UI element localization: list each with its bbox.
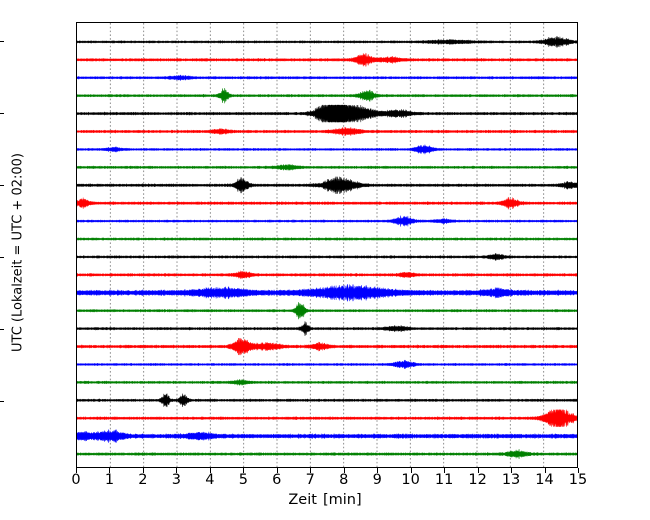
x-tick-mark xyxy=(377,468,379,473)
x-tick-mark xyxy=(477,468,479,473)
x-tick-mark xyxy=(343,468,345,473)
x-tick-mark xyxy=(578,468,579,473)
x-tick-mark xyxy=(276,468,278,473)
x-axis-label-unit: [min] xyxy=(322,492,362,508)
trace-0900 xyxy=(77,252,577,262)
y-tick-mark xyxy=(0,401,4,402)
trace-1045 xyxy=(77,378,577,387)
x-tick-label: 1 xyxy=(104,472,115,488)
y-tick-mark xyxy=(0,329,4,330)
trace-0845 xyxy=(77,236,577,242)
x-tick-mark xyxy=(76,468,77,473)
trace-0815 xyxy=(77,196,577,210)
x-tick-label: 0 xyxy=(71,472,81,488)
trace-0830 xyxy=(77,215,577,227)
x-tick-label: 2 xyxy=(138,472,148,488)
x-tick-label: 8 xyxy=(339,472,349,488)
x-tick-label: 4 xyxy=(205,472,215,488)
trace-0700 xyxy=(77,104,577,123)
x-tick-mark xyxy=(209,468,211,473)
plot-area xyxy=(76,22,578,468)
y-tick-mark xyxy=(0,41,4,42)
x-tick-label: 14 xyxy=(535,472,554,488)
y-tick-mark xyxy=(0,257,4,258)
x-tick-label: 10 xyxy=(401,472,420,488)
trace-0800 xyxy=(77,176,577,194)
x-tick-label: 6 xyxy=(272,472,282,488)
y-tick-mark xyxy=(0,113,4,114)
trace-0615 xyxy=(77,52,577,67)
trace-1000 xyxy=(77,321,577,336)
x-tick-label: 11 xyxy=(434,472,454,488)
x-tick-mark xyxy=(410,468,412,473)
x-tick-label: 9 xyxy=(372,472,382,488)
trace-1115 xyxy=(77,408,577,428)
x-tick-mark xyxy=(176,468,178,473)
trace-0930 xyxy=(77,283,577,302)
y-axis: 06:0007:0008:0009:0010:0011:00 xyxy=(0,0,76,520)
x-tick-label: 15 xyxy=(568,472,588,488)
x-axis-label-name: Zeit xyxy=(288,492,317,508)
trace-1145 xyxy=(77,449,577,460)
x-tick-mark xyxy=(310,468,312,473)
trace-0645 xyxy=(77,87,577,104)
x-tick-mark xyxy=(444,468,446,473)
trace-0600 xyxy=(77,36,577,48)
x-tick-mark xyxy=(243,468,245,473)
trace-1100 xyxy=(77,393,577,408)
x-axis-label: Zeit [min] xyxy=(0,492,650,508)
x-tick-label: 3 xyxy=(171,472,182,488)
x-tick-label: 12 xyxy=(468,472,487,488)
x-tick-mark xyxy=(109,468,111,473)
trace-0730 xyxy=(77,144,577,155)
x-tick-mark xyxy=(142,468,144,473)
trace-0715 xyxy=(77,126,577,137)
x-tick-label: 7 xyxy=(305,472,315,488)
x-tick-mark xyxy=(511,468,513,473)
trace-0745 xyxy=(77,163,577,171)
y-tick-mark xyxy=(0,185,4,186)
trace-1015 xyxy=(77,337,577,356)
trace-1030 xyxy=(77,359,577,370)
x-tick-mark xyxy=(544,468,546,473)
x-tick-label: 5 xyxy=(238,472,248,488)
x-tick-label: 13 xyxy=(501,472,521,488)
seismic-traces xyxy=(77,36,577,460)
trace-1130 xyxy=(77,429,577,443)
trace-0945 xyxy=(77,302,577,320)
trace-0630 xyxy=(77,74,577,81)
trace-0915 xyxy=(77,270,577,280)
